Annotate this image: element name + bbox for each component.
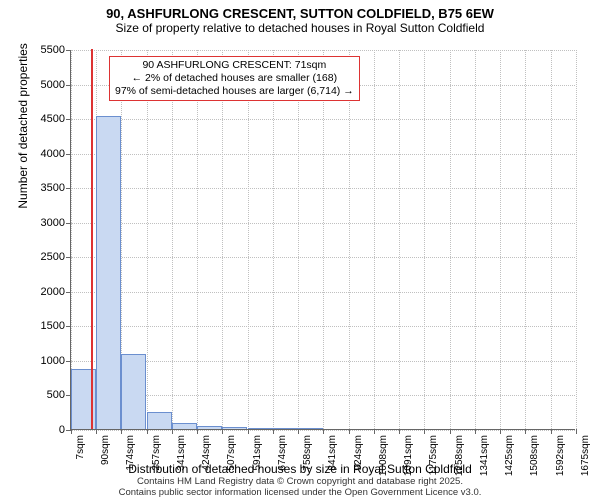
gridline-v xyxy=(500,50,501,429)
histogram-bar xyxy=(197,426,222,429)
gridline-v xyxy=(424,50,425,429)
xtick-mark xyxy=(576,429,577,434)
xtick-mark xyxy=(71,429,72,434)
ytick-label: 2500 xyxy=(41,251,65,263)
xtick-mark xyxy=(424,429,425,434)
xtick-mark xyxy=(349,429,350,434)
annotation-line: 97% of semi-detached houses are larger (… xyxy=(115,85,354,98)
gridline-v xyxy=(399,50,400,429)
annotation-line: ← 2% of detached houses are smaller (168… xyxy=(115,72,354,85)
ytick-label: 1500 xyxy=(41,320,65,332)
xtick-label: 7sqm xyxy=(75,435,86,459)
ytick-label: 500 xyxy=(47,389,65,401)
gridline-v xyxy=(197,50,198,429)
xtick-mark xyxy=(273,429,274,434)
histogram-bar xyxy=(96,116,121,429)
page-subtitle: Size of property relative to detached ho… xyxy=(0,21,600,35)
histogram-bar xyxy=(172,423,197,429)
gridline-v xyxy=(475,50,476,429)
xtick-mark xyxy=(197,429,198,434)
y-axis-label: Number of detached properties xyxy=(16,43,30,208)
marker-line xyxy=(91,49,93,429)
xtick-mark xyxy=(222,429,223,434)
ytick-label: 0 xyxy=(59,424,65,436)
ytick-label: 1000 xyxy=(41,355,65,367)
gridline-v xyxy=(349,50,350,429)
xtick-mark xyxy=(298,429,299,434)
xtick-mark xyxy=(323,429,324,434)
xtick-mark xyxy=(551,429,552,434)
ytick-label: 5000 xyxy=(41,79,65,91)
gridline-v xyxy=(248,50,249,429)
chart-plot-area: 0500100015002000250030003500400045005000… xyxy=(70,50,575,430)
ytick-label: 2000 xyxy=(41,286,65,298)
gridline-v xyxy=(551,50,552,429)
histogram-bar xyxy=(222,427,247,429)
gridline-v xyxy=(525,50,526,429)
attribution-footer: Contains HM Land Registry data © Crown c… xyxy=(0,477,600,498)
gridline-v xyxy=(576,50,577,429)
histogram-bar xyxy=(121,354,146,429)
ytick-label: 4000 xyxy=(41,148,65,160)
xtick-mark xyxy=(475,429,476,434)
ytick-label: 3500 xyxy=(41,182,65,194)
xtick-mark xyxy=(121,429,122,434)
page-title: 90, ASHFURLONG CRESCENT, SUTTON COLDFIEL… xyxy=(0,6,600,21)
xtick-mark xyxy=(450,429,451,434)
footer-line: Contains HM Land Registry data © Crown c… xyxy=(0,477,600,487)
ytick-label: 4500 xyxy=(41,113,65,125)
gridline-v xyxy=(374,50,375,429)
histogram-bar xyxy=(147,412,172,429)
ytick-label: 3000 xyxy=(41,217,65,229)
annotation-box: 90 ASHFURLONG CRESCENT: 71sqm ← 2% of de… xyxy=(109,56,360,101)
histogram-bar xyxy=(273,428,298,429)
gridline-v xyxy=(450,50,451,429)
title-block: 90, ASHFURLONG CRESCENT, SUTTON COLDFIEL… xyxy=(0,0,600,35)
ytick-label: 5500 xyxy=(41,44,65,56)
gridline-v xyxy=(273,50,274,429)
xtick-mark xyxy=(399,429,400,434)
gridline-v xyxy=(147,50,148,429)
gridline-v xyxy=(222,50,223,429)
gridline-v xyxy=(172,50,173,429)
xtick-mark xyxy=(500,429,501,434)
xtick-label: 90sqm xyxy=(100,435,111,465)
x-axis-label: Distribution of detached houses by size … xyxy=(0,462,600,476)
annotation-line: 90 ASHFURLONG CRESCENT: 71sqm xyxy=(115,59,354,72)
xtick-mark xyxy=(248,429,249,434)
footer-line: Contains public sector information licen… xyxy=(0,488,600,498)
gridline-v xyxy=(298,50,299,429)
xtick-mark xyxy=(374,429,375,434)
histogram-bar xyxy=(298,428,323,429)
xtick-mark xyxy=(147,429,148,434)
xtick-mark xyxy=(525,429,526,434)
xtick-mark xyxy=(172,429,173,434)
xtick-mark xyxy=(96,429,97,434)
histogram-bar xyxy=(248,428,273,429)
gridline-v xyxy=(323,50,324,429)
